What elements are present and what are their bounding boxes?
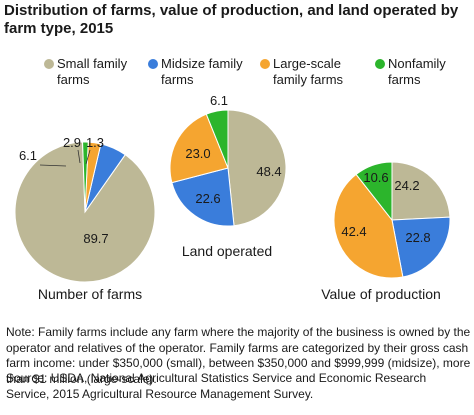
data-label-nonfamily: 6.1 xyxy=(210,93,228,108)
pie-title-value-of-production: Value of production xyxy=(321,286,441,302)
data-label-large-scale-family: 2.9 xyxy=(63,135,81,150)
source-note: Source: USDA, National Agricultural Stat… xyxy=(6,371,472,402)
data-label-small-family: 48.4 xyxy=(256,164,281,179)
pie-title-land-operated: Land operated xyxy=(182,243,272,259)
data-label-large-scale-family: 23.0 xyxy=(185,146,210,161)
data-label-small-family: 89.7 xyxy=(83,231,108,246)
data-label-small-family: 24.2 xyxy=(394,178,419,193)
data-label-large-scale-family: 42.4 xyxy=(341,224,366,239)
data-label-nonfamily: 1.3 xyxy=(86,135,104,150)
data-label-nonfamily: 10.6 xyxy=(363,170,388,185)
pie-land-operated: 48.4 22.6 23.0 6.1 Land operated xyxy=(170,93,286,259)
pie-value-of-production: 24.2 22.8 42.4 10.6 Value of production xyxy=(321,162,450,302)
pie-number-of-farms: 89.7 6.1 2.9 1.3 Number of farms xyxy=(15,135,155,302)
data-label-midsize-family: 6.1 xyxy=(19,148,37,163)
data-label-midsize-family: 22.8 xyxy=(405,230,430,245)
data-label-midsize-family: 22.6 xyxy=(195,191,220,206)
pie-title-number-of-farms: Number of farms xyxy=(38,286,142,302)
